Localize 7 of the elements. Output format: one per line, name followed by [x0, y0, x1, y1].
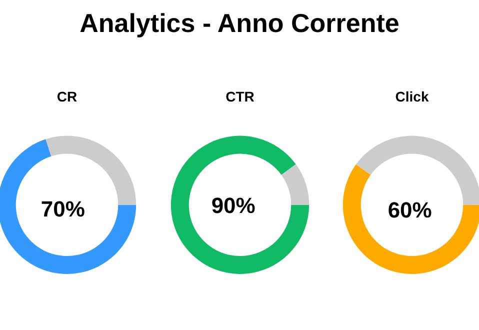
text: Analytics - Anno Corrente [78, 8, 400, 39]
data-label: 70% [40, 196, 85, 222]
chart-title: CTR [225, 88, 254, 104]
data-label: 90% [210, 193, 255, 218]
chart-title: CR [56, 88, 78, 104]
chart-title: Click [395, 88, 429, 104]
data-label: 60% [388, 198, 432, 223]
